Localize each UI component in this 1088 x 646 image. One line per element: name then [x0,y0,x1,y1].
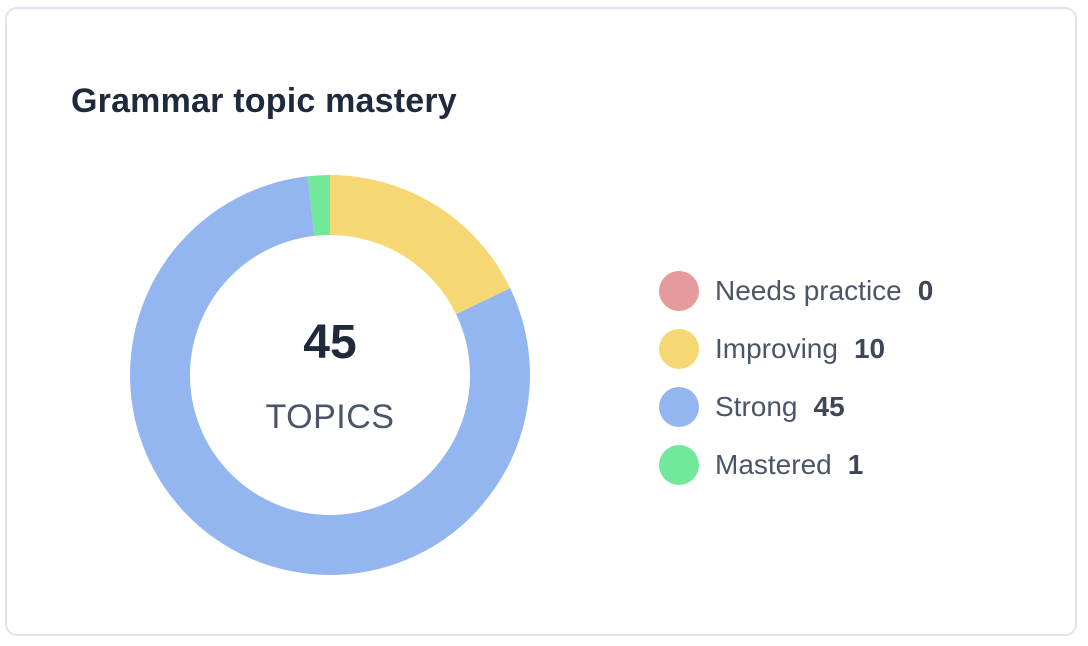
card-title: Grammar topic mastery [71,82,457,120]
legend-item-mastered: Mastered 1 [659,436,1039,494]
legend-item-strong: Strong 45 [659,378,1039,436]
legend-label: Mastered [715,449,832,480]
mastery-card: Grammar topic mastery 45 TOPICS Needs pr… [5,7,1077,636]
legend-dot-mastered [659,445,699,485]
donut-chart [130,175,530,575]
legend-value: 0 [917,275,934,306]
legend-dot-strong [659,387,699,427]
legend-dot-improving [659,329,699,369]
legend-label: Strong [715,391,798,422]
total-topics-value: 45 [303,316,357,369]
chart-legend: Needs practice 0 Improving 10 Strong 45 … [659,262,1039,494]
legend-value: 10 [853,333,886,364]
donut-slice-improving [330,175,511,315]
total-topics-label: TOPICS [265,398,395,436]
donut-slice-mastered [307,175,330,236]
legend-value: 45 [813,391,845,422]
legend-dot-needs-practice [659,271,699,311]
donut-slice-strong [130,176,530,575]
legend-item-needs-practice: Needs practice 0 [659,262,1039,320]
legend-label: Needs practice [715,275,902,306]
legend-label: Improving [715,333,838,364]
legend-value: 1 [847,449,864,480]
legend-item-improving: Improving 10 [659,320,1039,378]
